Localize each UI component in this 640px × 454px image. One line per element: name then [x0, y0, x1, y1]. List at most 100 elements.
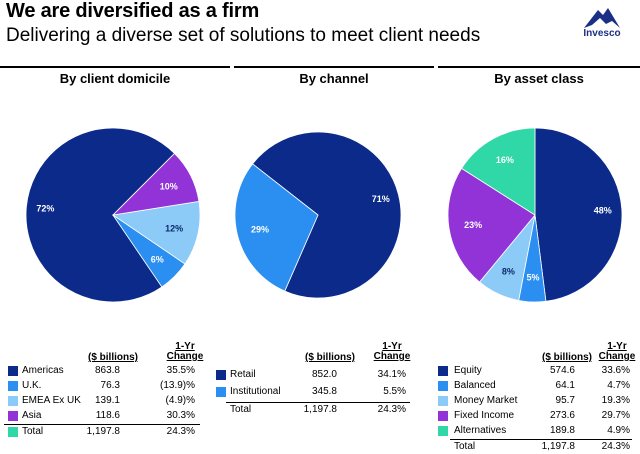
pie-slice-alternatives [460, 127, 536, 216]
table-row: Fixed Income 273.6 29.7% [432, 409, 640, 423]
pie-slice-label: 5% [527, 273, 540, 283]
legend-table: ($ billions) 1-Yr Change Americas 863.8 35.5%… [0, 340, 210, 450]
row-label: Balanced [454, 380, 496, 391]
pie-slice-americas [25, 127, 176, 303]
pie-slice-fixed-income [447, 167, 536, 283]
page-subtitle: Delivering a diverse set of solutions to… [6, 25, 481, 46]
pie-slice-label: 71% [372, 194, 390, 204]
row-change: (13.9)% [159, 380, 195, 391]
change-header-line1: 1-Yr [175, 341, 195, 352]
row-label: U.K. [22, 380, 42, 391]
row-change: 4.9% [607, 425, 630, 436]
row-change: 33.6% [601, 365, 630, 376]
row-change: 5.5% [383, 386, 406, 397]
pie-slice-label: 29% [251, 225, 269, 235]
pie-slice-label: 72% [36, 204, 54, 214]
table-row: Americas 863.8 35.5% [0, 364, 210, 378]
pie-slice-asia [111, 152, 200, 216]
invesco-logo: Invesco [572, 4, 632, 44]
row-value: 273.6 [549, 410, 575, 421]
change-header-line1: 1-Yr [382, 341, 402, 352]
pie-chart: 48% 5% 8% 23% 16% [447, 127, 623, 303]
row-value: 64.1 [555, 380, 575, 391]
total-change: 24.3% [601, 441, 630, 452]
unit-header: ($ billions) [88, 352, 138, 363]
table-row: Asia 118.6 30.3% [0, 409, 210, 423]
unit-header: ($ billions) [305, 352, 355, 363]
section-rule [0, 66, 230, 68]
row-label: Alternatives [454, 425, 507, 436]
table-row: EMEA Ex UK 139.1 (4.9)% [0, 394, 210, 408]
legend-swatch [8, 366, 18, 376]
total-label: Total [230, 404, 252, 415]
total-rule [226, 402, 410, 403]
row-label: Fixed Income [454, 410, 515, 421]
total-value: 1,197.8 [86, 426, 120, 437]
legend-swatch [216, 370, 226, 380]
mountain-logo-icon [584, 8, 620, 28]
table-row: U.K. 76.3 (13.9)% [0, 379, 210, 393]
legend-swatch [8, 381, 18, 391]
total-change: 24.3% [377, 404, 406, 415]
total-change: 24.3% [166, 426, 195, 437]
row-label: EMEA Ex UK [22, 395, 81, 406]
legend-swatch [8, 427, 18, 437]
change-header: 1-Yr Change [155, 342, 215, 362]
legend-swatch [438, 366, 448, 376]
row-value: 345.8 [311, 386, 337, 397]
pie-slice-equity [534, 127, 623, 302]
table-row: Institutional 345.8 5.5% [210, 385, 420, 399]
change-header-line2: Change [166, 351, 204, 362]
pie-slice-institutional [234, 163, 319, 292]
logo-text: Invesco [583, 28, 621, 39]
total-rule [4, 424, 200, 425]
total-label: Total [454, 441, 476, 452]
row-value: 574.6 [549, 365, 575, 376]
row-label: Institutional [230, 386, 281, 397]
legend-swatch [438, 426, 448, 436]
page-title: We are diversified as a firm [6, 0, 260, 22]
chart-title: By channel [299, 71, 369, 86]
total-value: 1,197.8 [541, 441, 575, 452]
row-label: Money Market [454, 395, 518, 406]
chart-title: By client domicile [59, 71, 171, 86]
row-value: 852.0 [311, 369, 337, 380]
change-header-line1: 1-Yr [607, 341, 627, 352]
row-label: Retail [230, 369, 256, 380]
total-rule [450, 439, 632, 440]
row-label: Americas [22, 365, 64, 376]
row-change: 19.3% [601, 395, 630, 406]
legend-table: ($ billions) 1-Yr Change Equity 574.6 33.6% Ba… [432, 340, 640, 452]
row-change: 34.1% [377, 369, 406, 380]
table-row: Equity 574.6 33.6% [432, 364, 640, 378]
total-label: Total [22, 426, 44, 437]
pie-slice-label: 48% [594, 206, 612, 216]
legend-swatch [8, 411, 18, 421]
total-row: Total 1,197.8 24.3% [210, 403, 420, 417]
pie-slice-label: 23% [464, 220, 482, 230]
row-label: Asia [22, 410, 42, 421]
chart-title: By asset class [494, 71, 584, 86]
pie-slice-emea-ex-uk [111, 200, 201, 265]
pie-chart: 72% 6% 12% 10% [25, 127, 201, 303]
change-header-line2: Change [598, 351, 636, 362]
table-row: Balanced 64.1 4.7% [432, 379, 640, 393]
legend-swatch [216, 387, 226, 397]
pie-chart: 71% 29% [234, 131, 402, 299]
row-change: 4.7% [607, 380, 630, 391]
row-value: 863.8 [94, 365, 120, 376]
legend-swatch [8, 396, 18, 406]
legend-swatch [438, 411, 448, 421]
table-row: Retail 852.0 34.1% [210, 368, 420, 382]
change-header: 1-Yr Change [362, 342, 422, 362]
row-change: (4.9)% [165, 395, 195, 406]
row-change: 30.3% [166, 410, 195, 421]
row-change: 29.7% [601, 410, 630, 421]
pie-slice-retail [252, 131, 402, 299]
unit-header: ($ billions) [542, 352, 592, 363]
row-label: Equity [454, 365, 482, 376]
pie-slice-label: 12% [165, 224, 183, 234]
pie-slice-label: 6% [151, 254, 164, 264]
total-row: Total 1,197.8 24.3% [0, 425, 210, 439]
section-rule [234, 66, 434, 68]
